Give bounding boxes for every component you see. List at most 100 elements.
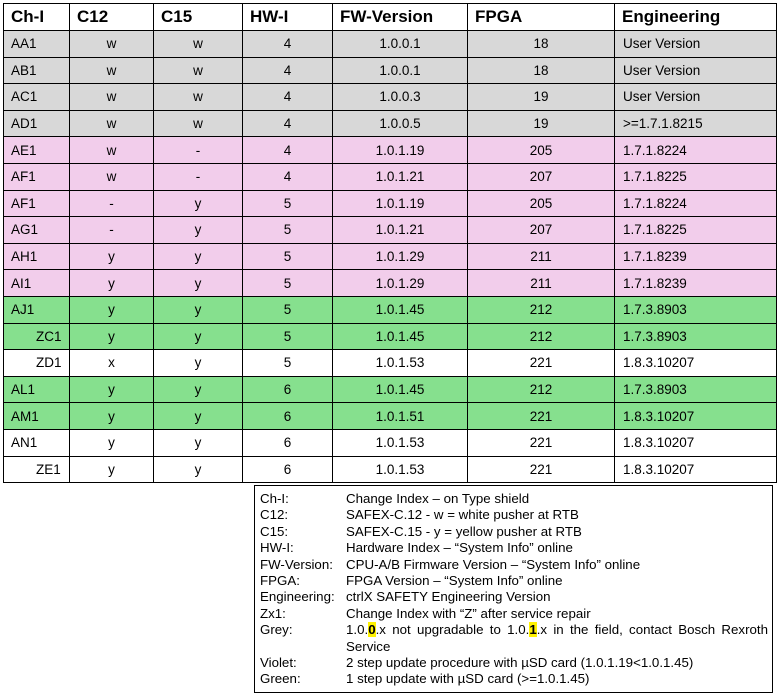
cell-c12: y (69, 428, 154, 457)
cell-ch-i: AM1 (3, 402, 70, 430)
cell-fpga: 211 (467, 269, 615, 297)
cell-c12: w (69, 30, 154, 58)
table-row: AD1 w w 4 1.0.0.5 19 >=1.7.1.8215 (3, 109, 777, 138)
cell-hw-i: 5 (242, 269, 333, 297)
legend-key: HW-I: (260, 540, 294, 556)
cell-c15: - (153, 162, 243, 191)
cell-ch-i: ZD1 (3, 349, 70, 377)
cell-hw-i: 4 (242, 30, 333, 58)
cell-fpga: 18 (467, 30, 615, 58)
cell-c15: y (153, 322, 243, 351)
legend-text: ctrlX SAFETY Engineering Version (346, 589, 551, 605)
table-header-row: Ch-I C12 C15 HW-I FW-Version FPGA Engine… (3, 3, 777, 31)
table-row: AH1 y y 5 1.0.1.29 211 1.7.1.8239 (3, 242, 777, 271)
cell-fpga: 221 (467, 428, 615, 457)
cell-c15: y (153, 295, 243, 324)
legend-row-grey: Grey: 1.0.0.x not upgradable to 1.0.1.x … (260, 622, 768, 655)
legend-key: Grey: (260, 622, 293, 638)
cell-c12: y (69, 375, 154, 404)
cell-hw-i: 4 (242, 109, 333, 138)
table-row: AF1- y 5 1.0.1.19 205 1.7.1.8224 (3, 189, 777, 218)
legend-row: Engineering: ctrlX SAFETY Engineering Ver… (260, 589, 768, 605)
cell-ch-i: ZC1 (3, 322, 70, 351)
legend-text-part: .x in the field, contact Bosch Rexroth S… (346, 622, 768, 654)
cell-fw-version: 1.0.1.53 (332, 349, 468, 377)
header-c12: C12 (69, 3, 154, 31)
legend-box: Ch-I: Change Index – on Type shield C12: SA… (254, 485, 773, 693)
cell-c12: w (69, 56, 154, 85)
cell-fw-version: 1.0.1.51 (332, 402, 468, 430)
cell-c12: - (69, 216, 154, 244)
table-row: ZD1 x y 5 1.0.1.53 221 1.8.3.10207 (3, 349, 777, 377)
cell-fpga: 19 (467, 109, 615, 138)
cell-c15: y (153, 428, 243, 457)
cell-c12: w (69, 136, 154, 164)
cell-fw-version: 1.0.1.19 (332, 189, 468, 218)
cell-hw-i: 4 (242, 56, 333, 85)
cell-engineering: 1.7.1.8224 (614, 189, 777, 218)
cell-c12: y (69, 242, 154, 271)
cell-fpga: 212 (467, 375, 615, 404)
cell-hw-i: 5 (242, 349, 333, 377)
cell-ch-i: AC1 (3, 83, 70, 111)
cell-c15: y (153, 349, 243, 377)
cell-ch-i: AL1 (3, 375, 70, 404)
cell-fw-version: 1.0.1.53 (332, 428, 468, 457)
cell-ch-i: AD1 (3, 109, 70, 138)
cell-fpga: 212 (467, 295, 615, 324)
cell-hw-i: 6 (242, 375, 333, 404)
cell-c12: y (69, 322, 154, 351)
header-fpga: FPGA (467, 3, 615, 31)
cell-fw-version: 1.0.1.29 (332, 269, 468, 297)
cell-fpga: 205 (467, 189, 615, 218)
header-fw-version: FW-Version (332, 3, 468, 31)
cell-engineering: 1.7.1.8225 (614, 162, 777, 191)
cell-hw-i: 5 (242, 216, 333, 244)
highlight-digit: 0 (368, 622, 376, 638)
legend-key: Zx1: (260, 605, 286, 621)
table-row: AA1 w w 4 1.0.0.1 18 User Version (3, 30, 777, 58)
cell-c15: w (153, 30, 243, 58)
cell-hw-i: 4 (242, 83, 333, 111)
cell-c15: y (153, 189, 243, 218)
cell-fw-version: 1.0.0.3 (332, 83, 468, 111)
header-ch-i: Ch-I (3, 3, 70, 31)
cell-fw-version: 1.0.0.5 (332, 109, 468, 138)
cell-ch-i: ZE1 (3, 455, 70, 484)
legend-text: SAFEX-C.12 - w = white pusher at RTB (346, 507, 579, 523)
cell-engineering: 1.7.1.8239 (614, 242, 777, 271)
cell-hw-i: 6 (242, 455, 333, 484)
cell-engineering: 1.8.3.10207 (614, 455, 777, 484)
cell-fpga: 221 (467, 455, 615, 484)
legend-key: C15: (260, 523, 289, 539)
cell-engineering: 1.7.3.8903 (614, 375, 777, 404)
cell-fpga: 205 (467, 136, 615, 164)
legend-row: FW-Version: CPU-A/B Firmware Version – “S… (260, 557, 768, 573)
legend-key: Green: (260, 671, 301, 687)
cell-c12: w (69, 162, 154, 191)
cell-fw-version: 1.0.1.29 (332, 242, 468, 271)
cell-fpga: 221 (467, 402, 615, 430)
cell-fpga: 212 (467, 322, 615, 351)
cell-c12: y (69, 295, 154, 324)
legend-key: Engineering: (260, 589, 335, 605)
cell-ch-i: AH1 (3, 242, 70, 271)
legend-row: Ch-I: Change Index – on Type shield (260, 491, 768, 507)
cell-engineering: 1.8.3.10207 (614, 402, 777, 430)
cell-c15: w (153, 109, 243, 138)
cell-c12: w (69, 83, 154, 111)
cell-c15: w (153, 56, 243, 85)
cell-fw-version: 1.0.1.45 (332, 322, 468, 351)
header-engineering: Engineering (614, 3, 777, 31)
legend-key: C12: (260, 507, 289, 523)
legend-key: FW-Version: (260, 556, 333, 572)
cell-c12: x (69, 349, 154, 377)
table-row: AN1 y y 6 1.0.1.53 221 1.8.3.10207 (3, 428, 777, 457)
cell-fw-version: 1.0.1.19 (332, 136, 468, 164)
cell-fw-version: 1.0.1.21 (332, 162, 468, 191)
legend-text: Change Index with “Z” after service repa… (346, 605, 591, 621)
table-row: AC1 w w 4 1.0.0.3 19 User Version (3, 83, 777, 111)
legend-key: FPGA: (260, 573, 300, 589)
cell-engineering: User Version (614, 83, 777, 111)
cell-fpga: 207 (467, 216, 615, 244)
